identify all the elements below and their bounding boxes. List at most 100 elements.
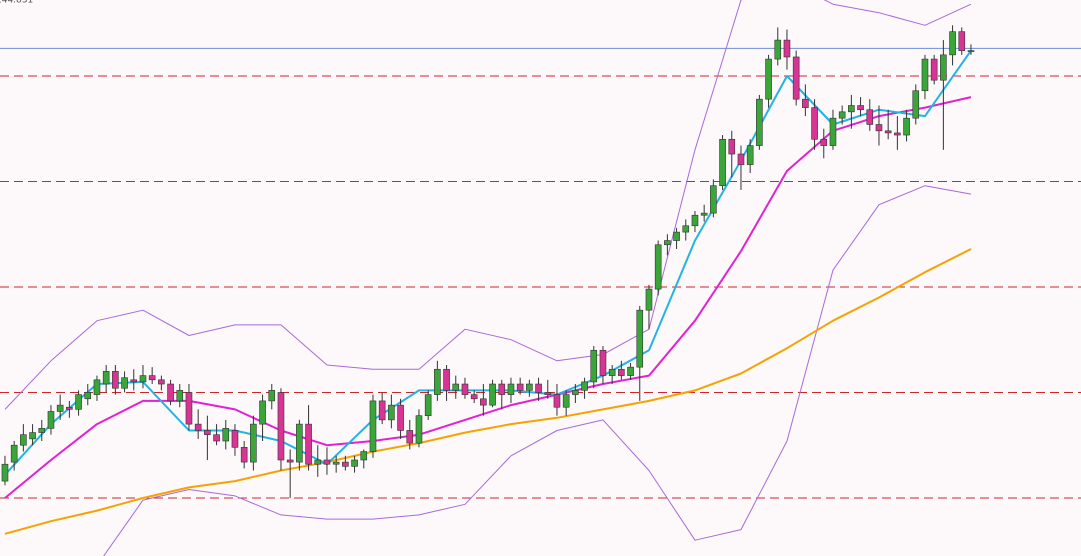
candle-body — [277, 392, 285, 461]
indicator-line — [4, 0, 972, 410]
candle-body — [930, 58, 938, 81]
candle-body — [434, 368, 441, 395]
candle-body — [112, 371, 119, 389]
candle-body — [553, 394, 561, 408]
candle-body — [654, 244, 662, 290]
candle-body — [415, 415, 423, 444]
candle-body — [526, 383, 533, 391]
candle-body — [700, 212, 708, 216]
candle-body — [940, 54, 947, 81]
indicator-line — [4, 248, 972, 535]
candle-body — [921, 58, 929, 92]
candle-body — [66, 406, 73, 410]
candle-body — [498, 383, 506, 395]
candle-body — [29, 432, 36, 440]
candle-body — [167, 383, 174, 402]
candle-body — [20, 434, 27, 446]
candle-body — [121, 377, 128, 389]
candle-body — [10, 444, 18, 463]
candle-body — [820, 138, 828, 146]
candle-body — [1, 463, 9, 482]
candle-body — [102, 371, 110, 385]
candle-body — [489, 383, 496, 406]
candle-body — [38, 428, 46, 433]
candle-body — [470, 394, 478, 400]
indicator-line — [4, 50, 972, 476]
candle-body — [75, 394, 82, 410]
candle-body — [148, 375, 156, 381]
candle-body — [912, 90, 920, 119]
candle-body — [838, 111, 846, 119]
candle-body — [342, 461, 349, 467]
candle-body — [158, 379, 165, 385]
candle-body — [636, 309, 644, 368]
candle-body — [894, 132, 901, 136]
candle-body — [765, 58, 772, 100]
indicator-line — [103, 185, 972, 556]
candle-body — [949, 31, 956, 56]
candle-body — [360, 451, 368, 461]
candle-body — [507, 383, 515, 395]
candle-body — [848, 105, 855, 113]
candle-body — [792, 56, 800, 100]
candle-body — [268, 390, 276, 402]
candle-body — [424, 394, 432, 416]
candle-body — [296, 423, 303, 463]
candle-body — [728, 138, 736, 155]
candle-body — [176, 390, 184, 402]
candle-body — [710, 185, 717, 214]
candle-body — [378, 400, 386, 421]
candle-body — [250, 423, 257, 463]
candle-body — [480, 398, 487, 406]
candle-body — [581, 381, 588, 391]
candle-body — [958, 31, 966, 51]
candle-body — [535, 383, 542, 393]
candle-body — [645, 288, 653, 311]
candle-body — [673, 231, 680, 241]
price-label: 144.831 — [0, 0, 33, 6]
candle-body — [461, 383, 469, 395]
candle-body — [369, 400, 377, 452]
candle-body — [516, 383, 524, 391]
candle-body — [866, 109, 874, 125]
candle-body — [599, 349, 607, 376]
candle-body — [204, 430, 211, 435]
candle-body — [774, 39, 782, 60]
candle-body — [259, 400, 266, 425]
candle-body — [213, 434, 220, 442]
candle-body — [829, 117, 837, 146]
candle-body — [608, 368, 616, 376]
candle-body — [397, 404, 404, 431]
candle-body — [802, 98, 809, 108]
candle-body — [406, 430, 414, 444]
candle-body — [627, 366, 634, 376]
candle-body — [746, 145, 754, 165]
candle-body — [590, 349, 598, 383]
candle-body — [903, 117, 910, 136]
candle-body — [857, 105, 864, 111]
candle-body — [562, 394, 570, 408]
candle-body — [572, 390, 579, 395]
candle-body — [682, 225, 690, 233]
candle-body — [443, 368, 450, 391]
candle-body — [664, 240, 671, 246]
candle-body — [139, 375, 147, 383]
candle-body — [194, 423, 202, 431]
candle-body — [222, 428, 230, 442]
candle-body — [719, 138, 726, 186]
candle-body — [56, 404, 64, 412]
candle-body — [185, 392, 193, 425]
candle-body — [314, 459, 322, 465]
candle-body — [884, 130, 892, 134]
candle-body — [305, 423, 312, 465]
candle-body — [286, 459, 294, 463]
candle-body — [452, 383, 460, 391]
candle-body — [544, 392, 552, 395]
candle-body — [618, 368, 625, 376]
candle-body — [691, 214, 699, 227]
candle-body — [323, 459, 331, 465]
candle-body — [47, 411, 55, 429]
candle-body — [240, 447, 248, 463]
